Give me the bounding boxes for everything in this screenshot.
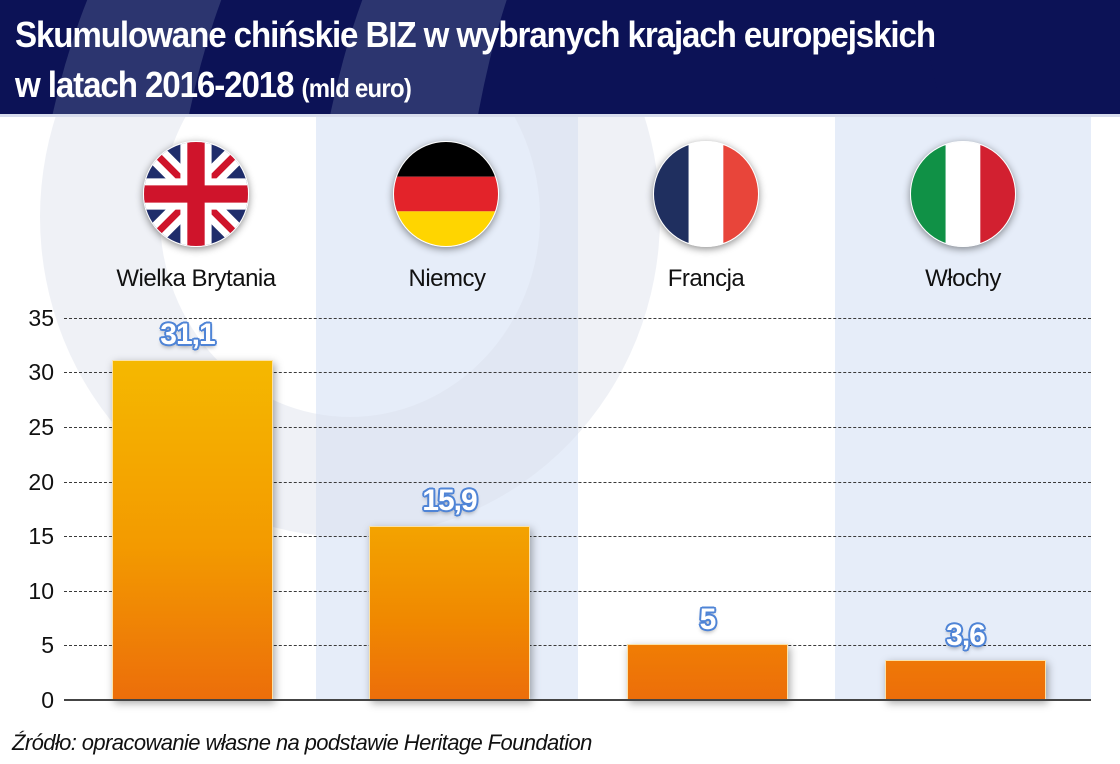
source-note: Źródło: opracowanie własne na podstawie … (12, 730, 592, 755)
title-unit: (mld euro) (301, 73, 412, 103)
gridline-25 (64, 427, 1091, 428)
title-line-1: Skumulowane chińskie BIZ w wybranych kra… (15, 14, 936, 55)
category-label: Wielka Brytania (116, 265, 276, 292)
y-tick-label: 25 (28, 414, 54, 440)
category-label: Niemcy (408, 265, 486, 292)
bar-francja (627, 644, 788, 700)
bar-value-label: 15,9 (422, 484, 477, 517)
bar-wlochy (885, 660, 1046, 700)
bar-niemcy (369, 526, 530, 700)
chart-title: Skumulowane chińskie BIZ w wybranych kra… (15, 10, 936, 113)
gridline-10 (64, 591, 1091, 592)
bar-wielka-brytania (112, 360, 273, 700)
bar-value-label: 5 (699, 603, 717, 636)
y-tick-label: 15 (28, 523, 54, 549)
title-years: w latach 2016-2018 (15, 64, 295, 105)
x-axis-line (64, 699, 1091, 701)
y-tick-label: 30 (28, 359, 54, 385)
y-tick-label: 10 (28, 578, 54, 604)
gridline-5 (64, 645, 1091, 646)
y-tick-label: 35 (28, 305, 54, 331)
gridline-20 (64, 482, 1091, 483)
y-tick-label: 0 (41, 687, 54, 713)
category-label: Francja (667, 265, 745, 292)
title-line-2: w latach 2016-2018 (mld euro) (15, 60, 935, 113)
category-label: Włochy (925, 265, 1001, 292)
bar-value-label: 31,1 (160, 318, 215, 351)
bar-value-label: 3,6 (946, 619, 986, 652)
gridline-30 (64, 372, 1091, 373)
header-divider (0, 114, 1120, 117)
italy-flag-icon (910, 141, 1016, 247)
gridline-35 (64, 318, 1091, 319)
germany-flag-icon (393, 141, 499, 247)
y-tick-label: 5 (41, 632, 54, 658)
uk-flag-icon (143, 141, 249, 247)
gridline-15 (64, 536, 1091, 537)
header-watermark-arc-inner (460, 0, 960, 117)
chart-header: Skumulowane chińskie BIZ w wybranych kra… (0, 0, 1120, 117)
y-tick-label: 20 (28, 469, 54, 495)
france-flag-icon (653, 141, 759, 247)
